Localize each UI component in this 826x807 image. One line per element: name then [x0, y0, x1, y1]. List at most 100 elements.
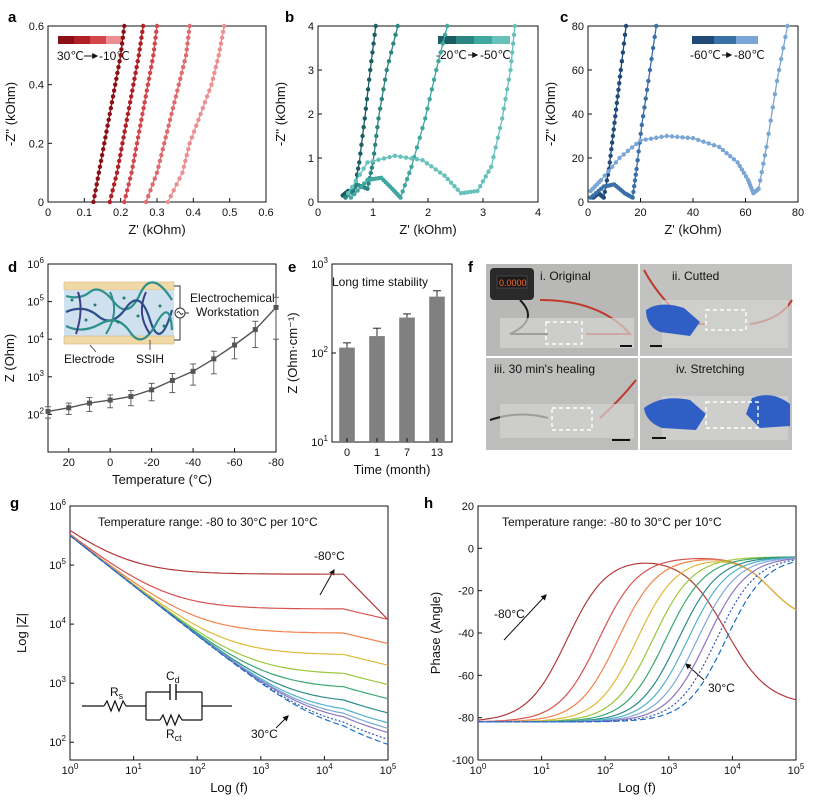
x-tick-label: 40 [687, 207, 699, 219]
data-point [761, 161, 766, 166]
data-point [131, 82, 136, 87]
data-point [404, 176, 410, 182]
data-point [701, 139, 706, 144]
data-point [616, 87, 621, 93]
data-point [618, 67, 624, 73]
data-point [357, 160, 362, 165]
data-point [741, 170, 747, 176]
data-point [104, 129, 109, 134]
data-point [86, 400, 92, 406]
data-point [501, 106, 507, 111]
x-tick-label: 0 [315, 207, 321, 219]
data-point [359, 142, 364, 147]
data-point [101, 147, 106, 152]
data-point [143, 94, 148, 99]
y-tick-label: 60 [572, 65, 584, 77]
data-point [108, 105, 114, 111]
series-line [477, 562, 797, 721]
panel-g-circuit: Rs Cd Rct [82, 669, 232, 743]
data-point [772, 92, 778, 97]
x-axis-title: Log (f) [618, 780, 656, 795]
x-tick-label: 1 [374, 447, 380, 459]
data-point [198, 111, 203, 117]
data-point [167, 117, 173, 123]
data-point [157, 158, 163, 164]
y-axis-title: Z (Ohm) [2, 334, 17, 382]
circuit-cd-label: C [166, 669, 175, 683]
x-axis-title: Z' (kOhm) [128, 222, 185, 237]
data-point [654, 135, 659, 140]
data-point [154, 23, 160, 29]
data-point [510, 50, 515, 55]
panel-g-arrow-bottom [275, 715, 289, 729]
data-point [151, 47, 157, 52]
data-point [134, 141, 140, 146]
data-point [609, 140, 615, 145]
data-point [427, 96, 432, 102]
data-point [638, 138, 643, 143]
data-point [149, 387, 155, 393]
data-point [111, 182, 117, 187]
data-point [650, 45, 656, 51]
data-point [381, 87, 386, 92]
data-point [358, 184, 364, 190]
y-tick-label: 105 [49, 557, 66, 572]
circuit-rct-label: R [166, 727, 175, 741]
multimeter-readout: 0.0000 [499, 278, 527, 288]
y-tick-label: 1 [308, 153, 314, 165]
y-tick-label: 103 [49, 675, 66, 690]
data-point [127, 100, 133, 105]
data-point [113, 82, 118, 87]
x-tick-label: 0 [107, 457, 113, 469]
data-point [604, 178, 610, 183]
data-point [381, 156, 387, 161]
y-tick-label: 102 [27, 406, 44, 421]
panel-c-label: c [560, 9, 568, 26]
panel-f-photos: 0.0000 i. Original ii. Cutted iii. 30 mi… [486, 264, 793, 450]
data-point [353, 178, 359, 184]
data-point [140, 29, 145, 35]
data-point [779, 56, 784, 62]
data-point [215, 59, 220, 64]
data-point [602, 173, 607, 178]
data-point [465, 190, 470, 195]
y-tick-label: 2 [308, 109, 314, 121]
y-tick-label: 105 [27, 294, 44, 309]
data-point [148, 188, 153, 193]
data-point [368, 170, 373, 176]
data-point [186, 35, 191, 40]
panel-g-label: g [10, 495, 19, 512]
data-point [211, 356, 217, 362]
photo-caption-stretching: iv. Stretching [676, 362, 744, 376]
x-tick-label: 0 [344, 447, 350, 459]
data-point [116, 64, 121, 70]
data-point [392, 153, 398, 158]
y-tick-label: -80 [458, 713, 474, 725]
data-point [120, 141, 125, 146]
data-point [128, 393, 134, 399]
data-point [171, 188, 176, 193]
data-point [601, 195, 606, 200]
data-point [130, 164, 135, 169]
data-point [120, 35, 126, 40]
y-tick-label: 0 [38, 197, 44, 209]
data-point [132, 76, 137, 82]
data-point [204, 94, 210, 99]
data-point [766, 131, 771, 136]
data-point [429, 87, 435, 92]
data-point [409, 156, 414, 161]
data-point [165, 199, 171, 205]
data-point [379, 96, 384, 102]
data-point [613, 107, 619, 112]
circuit-rs-sub: s [119, 691, 124, 701]
x-tick-label: 20 [63, 457, 75, 469]
bar [339, 347, 355, 442]
x-tick-label: 104 [724, 762, 741, 777]
data-point [372, 32, 377, 37]
data-point [132, 152, 138, 158]
x-tick-label: 101 [533, 762, 550, 777]
data-point [382, 77, 388, 82]
data-point [179, 70, 184, 76]
data-point [654, 23, 659, 29]
data-point [785, 23, 790, 29]
